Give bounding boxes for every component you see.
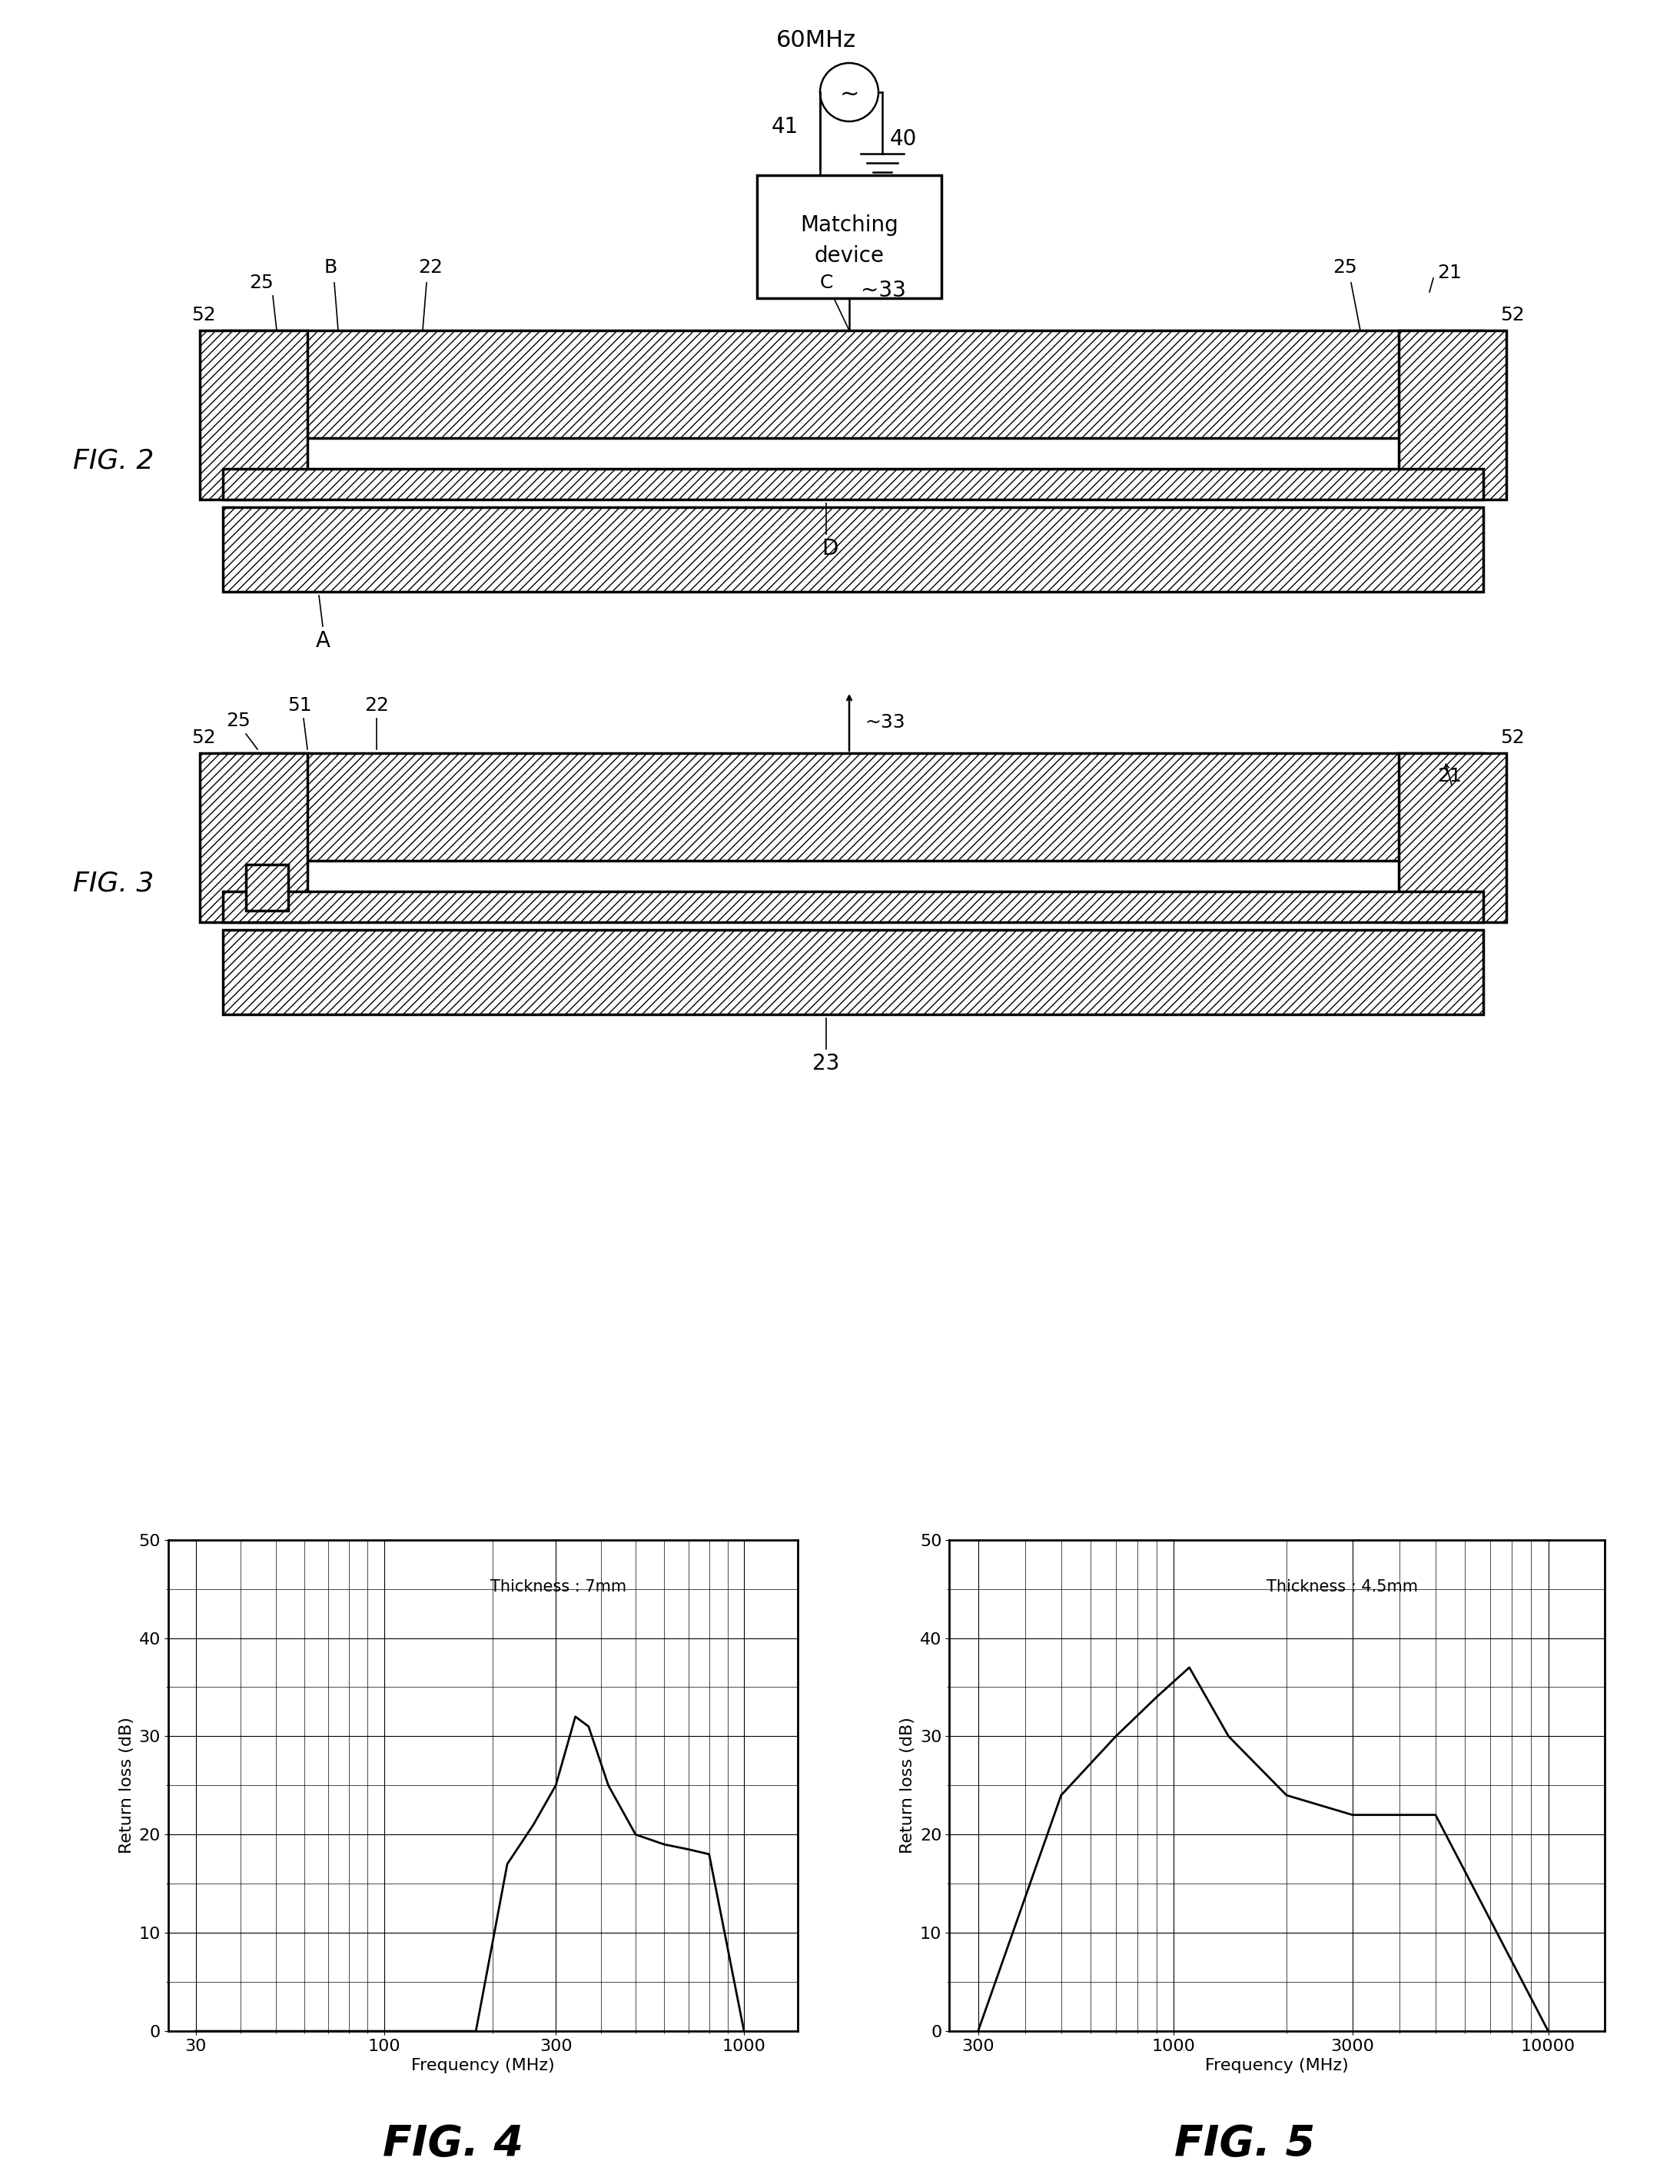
- Text: FIG. 5: FIG. 5: [1174, 2123, 1315, 2164]
- Text: 52: 52: [1500, 306, 1525, 323]
- Text: FIG. 3: FIG. 3: [74, 871, 155, 898]
- Text: 23: 23: [813, 1053, 840, 1075]
- Text: D: D: [822, 537, 838, 559]
- Text: 25: 25: [227, 712, 250, 729]
- Bar: [223, 507, 1483, 592]
- Text: 22: 22: [365, 697, 388, 714]
- Text: 21: 21: [1436, 264, 1462, 282]
- Text: device: device: [815, 245, 884, 266]
- Text: Matching: Matching: [800, 214, 899, 236]
- Bar: [223, 753, 1483, 860]
- Text: 60MHz: 60MHz: [776, 28, 857, 52]
- Text: 40: 40: [890, 129, 917, 151]
- Text: 52: 52: [192, 306, 215, 323]
- Text: 52: 52: [192, 729, 215, 747]
- Text: 21: 21: [1436, 767, 1462, 786]
- X-axis label: Frequency (MHz): Frequency (MHz): [1205, 2057, 1349, 2073]
- Text: 25: 25: [1332, 258, 1357, 277]
- Text: ~33: ~33: [860, 280, 906, 301]
- Text: 41: 41: [771, 116, 798, 138]
- Bar: [245, 865, 289, 911]
- Bar: [200, 753, 307, 922]
- Bar: [1399, 753, 1507, 922]
- Bar: [223, 330, 1483, 439]
- Text: Thickness : 7mm: Thickness : 7mm: [491, 1579, 627, 1594]
- Text: C: C: [820, 273, 833, 293]
- Text: Thickness : 4.5mm: Thickness : 4.5mm: [1267, 1579, 1418, 1594]
- Text: FIG. 2: FIG. 2: [74, 448, 155, 474]
- X-axis label: Frequency (MHz): Frequency (MHz): [412, 2057, 554, 2073]
- Y-axis label: Return loss (dB): Return loss (dB): [119, 1717, 134, 1854]
- Text: 51: 51: [287, 697, 312, 714]
- Text: B: B: [324, 258, 338, 277]
- Text: FIG. 4: FIG. 4: [383, 2123, 524, 2164]
- Text: 52: 52: [1500, 729, 1525, 747]
- Bar: [223, 930, 1483, 1013]
- Bar: [223, 470, 1483, 500]
- Y-axis label: Return loss (dB): Return loss (dB): [900, 1717, 916, 1854]
- Text: ~33: ~33: [865, 714, 906, 732]
- Bar: [223, 891, 1483, 922]
- Text: ~: ~: [840, 83, 858, 105]
- Bar: [200, 330, 307, 500]
- Text: A: A: [316, 631, 329, 651]
- Bar: [758, 175, 941, 299]
- Text: 22: 22: [418, 258, 442, 277]
- Bar: [1399, 330, 1507, 500]
- Text: 25: 25: [249, 273, 274, 293]
